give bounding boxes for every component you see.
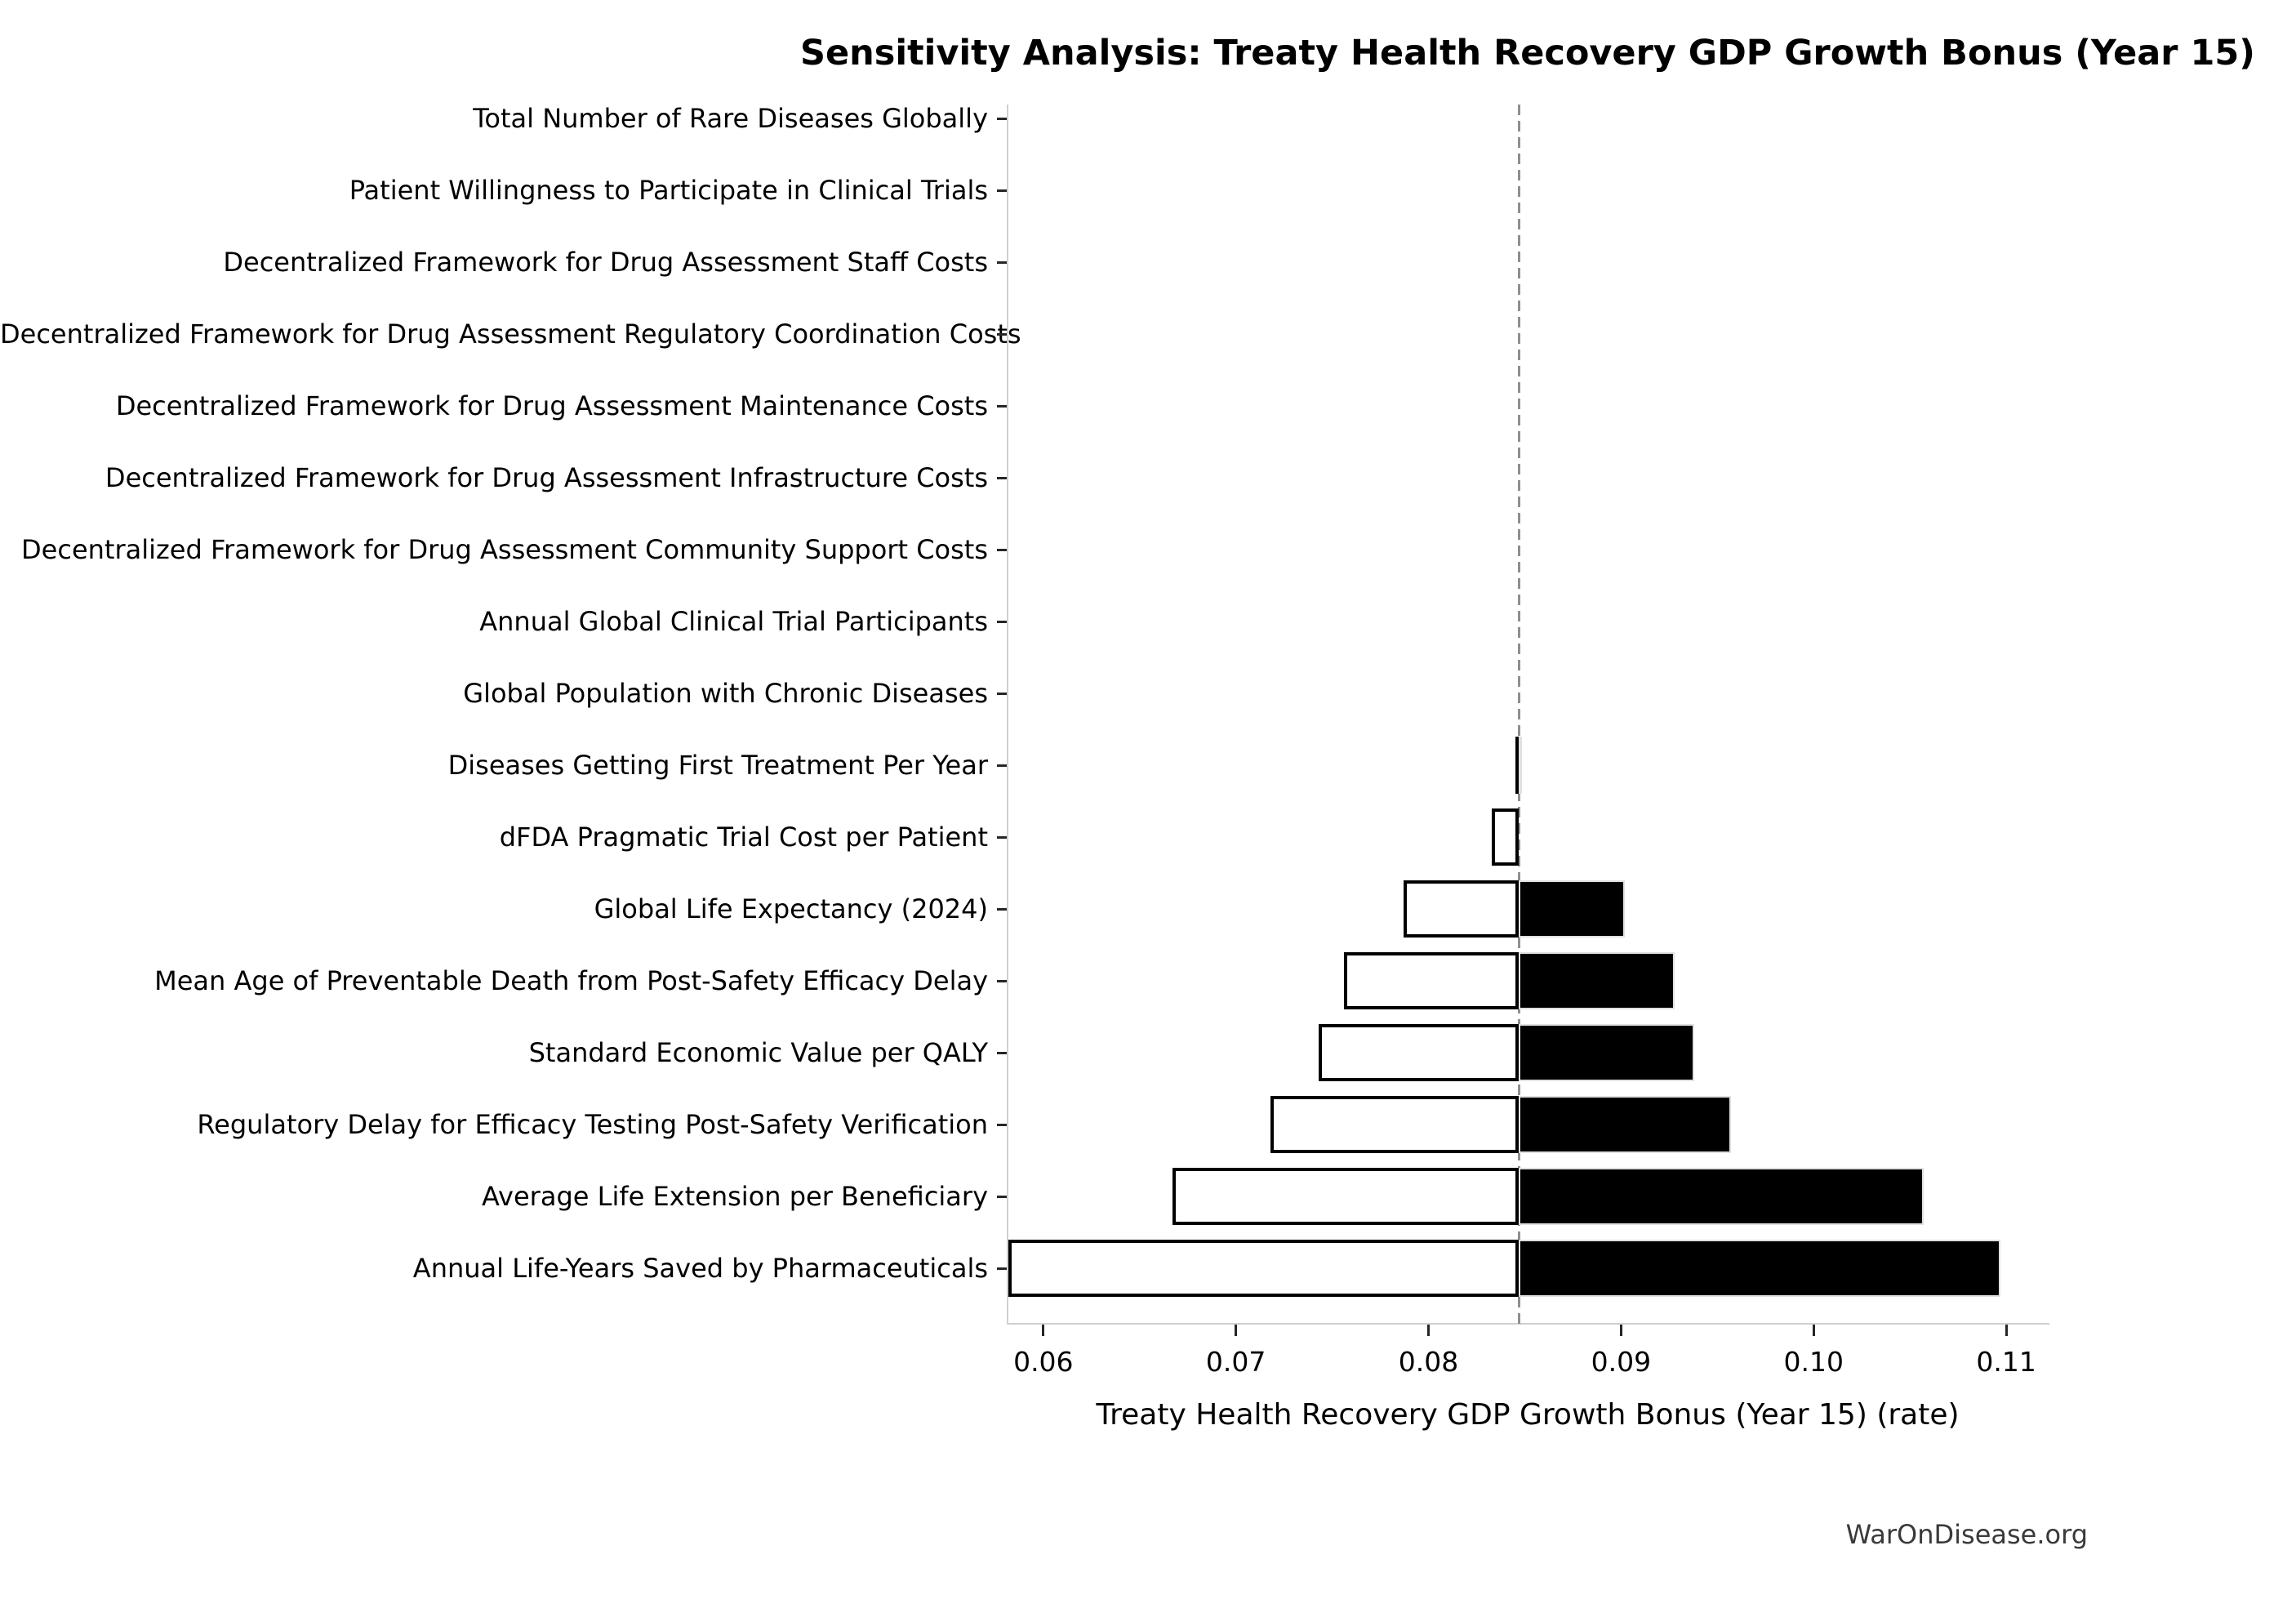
x-tick-label: 0.07 bbox=[1205, 1346, 1266, 1378]
bar-high bbox=[1519, 1024, 1694, 1081]
bar-high bbox=[1519, 880, 1626, 938]
y-axis-label: Total Number of Rare Diseases Globally bbox=[473, 103, 988, 134]
x-tick-mark bbox=[1042, 1325, 1045, 1336]
bar-high bbox=[1519, 1096, 1731, 1153]
y-axis-label: Annual Life-Years Saved by Pharmaceutica… bbox=[412, 1253, 988, 1284]
y-tick-mark bbox=[997, 117, 1007, 120]
x-tick-label: 0.10 bbox=[1783, 1346, 1844, 1378]
baseline-dashed-line bbox=[1517, 105, 1520, 1324]
y-axis-label: Average Life Extension per Beneficiary bbox=[482, 1181, 988, 1212]
y-axis-label: Annual Global Clinical Trial Participant… bbox=[479, 606, 988, 637]
y-tick-mark bbox=[997, 548, 1007, 551]
y-tick-mark bbox=[997, 1123, 1007, 1126]
x-tick-mark bbox=[2005, 1325, 2008, 1336]
x-tick-label: 0.09 bbox=[1591, 1346, 1652, 1378]
chart-title: Sensitivity Analysis: Treaty Health Reco… bbox=[800, 33, 2255, 73]
bar-low bbox=[1319, 1024, 1520, 1081]
y-tick-mark bbox=[997, 764, 1007, 767]
x-axis-title: Treaty Health Recovery GDP Growth Bonus … bbox=[1096, 1398, 1960, 1432]
y-axis-label: Global Population with Chronic Diseases bbox=[463, 678, 988, 709]
bar-low bbox=[1343, 952, 1520, 1009]
y-tick-mark bbox=[997, 1195, 1007, 1198]
y-tick-mark bbox=[997, 261, 1007, 264]
y-tick-mark bbox=[997, 835, 1007, 839]
y-axis-label: Decentralized Framework for Drug Assessm… bbox=[21, 534, 988, 565]
bar-low bbox=[1492, 808, 1520, 866]
y-axis-label: Decentralized Framework for Drug Assessm… bbox=[105, 462, 988, 493]
bar-low bbox=[1270, 1096, 1520, 1153]
y-tick-mark bbox=[997, 332, 1007, 336]
y-axis-label: Regulatory Delay for Efficacy Testing Po… bbox=[197, 1109, 988, 1140]
y-tick-mark bbox=[997, 404, 1007, 408]
y-axis-spine bbox=[1007, 105, 1008, 1324]
y-tick-mark bbox=[997, 189, 1007, 192]
y-tick-mark bbox=[997, 907, 1007, 911]
y-axis-label: Decentralized Framework for Drug Assessm… bbox=[223, 247, 988, 278]
y-axis-label: Decentralized Framework for Drug Assessm… bbox=[0, 318, 1021, 350]
bar-low bbox=[1172, 1168, 1520, 1225]
y-axis-label: Diseases Getting First Treatment Per Yea… bbox=[447, 750, 988, 781]
x-tick-label: 0.08 bbox=[1398, 1346, 1459, 1378]
bar-high bbox=[1519, 737, 1523, 794]
x-tick-mark bbox=[1235, 1325, 1238, 1336]
x-tick-mark bbox=[1427, 1325, 1431, 1336]
plot-area bbox=[1007, 82, 2049, 1324]
x-tick-mark bbox=[1812, 1325, 1815, 1336]
bar-low bbox=[1008, 1240, 1520, 1297]
y-tick-mark bbox=[997, 1267, 1007, 1270]
y-axis-label: Patient Willingness to Participate in Cl… bbox=[349, 175, 988, 206]
x-tick-label: 0.06 bbox=[1013, 1346, 1074, 1378]
y-axis-label: dFDA Pragmatic Trial Cost per Patient bbox=[499, 822, 988, 853]
y-tick-mark bbox=[997, 476, 1007, 479]
y-tick-mark bbox=[997, 620, 1007, 623]
y-axis-label: Decentralized Framework for Drug Assessm… bbox=[115, 390, 988, 421]
bar-high bbox=[1519, 952, 1675, 1009]
y-tick-mark bbox=[997, 1051, 1007, 1054]
x-tick-label: 0.11 bbox=[1976, 1346, 2036, 1378]
y-axis-label: Global Life Expectancy (2024) bbox=[594, 893, 988, 924]
bar-high bbox=[1519, 1240, 2001, 1297]
bar-low bbox=[1403, 880, 1520, 938]
x-axis-spine bbox=[1007, 1323, 2049, 1325]
y-axis-label: Mean Age of Preventable Death from Post-… bbox=[154, 965, 988, 996]
bar-high bbox=[1519, 1168, 1924, 1225]
y-axis-label: Standard Economic Value per QALY bbox=[528, 1037, 988, 1068]
y-tick-mark bbox=[997, 692, 1007, 695]
y-tick-mark bbox=[997, 979, 1007, 982]
x-tick-mark bbox=[1619, 1325, 1622, 1336]
watermark: WarOnDisease.org bbox=[1845, 1519, 2088, 1550]
